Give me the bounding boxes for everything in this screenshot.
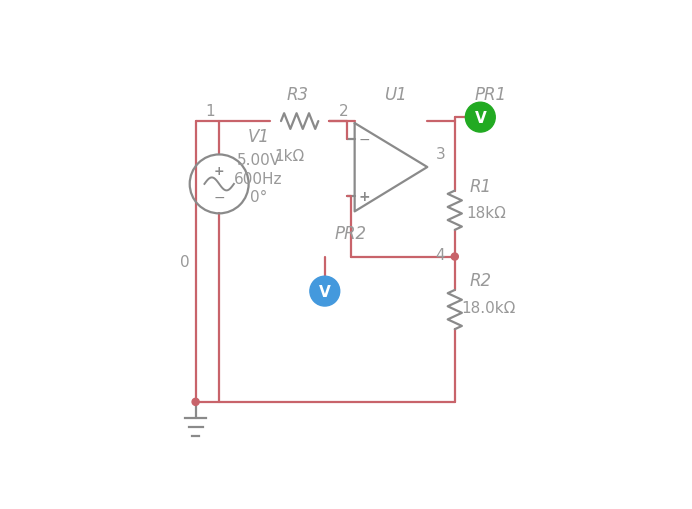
Text: 18.0kΩ: 18.0kΩ	[461, 300, 516, 316]
Text: 600Hz: 600Hz	[234, 171, 283, 186]
Text: 5.00V: 5.00V	[237, 152, 280, 167]
Text: 1kΩ: 1kΩ	[275, 149, 305, 163]
Text: 3: 3	[436, 147, 446, 162]
Text: PR2: PR2	[335, 224, 367, 242]
Circle shape	[451, 253, 458, 261]
Circle shape	[466, 103, 495, 133]
Text: 4: 4	[435, 248, 445, 263]
Text: −: −	[213, 191, 225, 205]
Text: V1: V1	[248, 127, 269, 145]
Text: PR1: PR1	[474, 86, 506, 103]
Text: 1: 1	[206, 103, 215, 118]
Text: +: +	[214, 165, 224, 178]
Circle shape	[192, 399, 199, 406]
Text: R1: R1	[469, 178, 491, 195]
Circle shape	[310, 277, 340, 306]
Text: 18kΩ: 18kΩ	[466, 206, 506, 220]
Text: −: −	[358, 132, 370, 147]
Text: U1: U1	[385, 86, 408, 103]
Text: 0: 0	[180, 254, 190, 269]
Text: 0°: 0°	[250, 190, 267, 205]
Text: V: V	[475, 110, 486, 125]
Text: V: V	[319, 284, 331, 299]
Text: R3: R3	[286, 86, 309, 103]
Text: R2: R2	[469, 272, 491, 290]
Text: 2: 2	[339, 103, 349, 118]
Text: +: +	[358, 189, 370, 203]
